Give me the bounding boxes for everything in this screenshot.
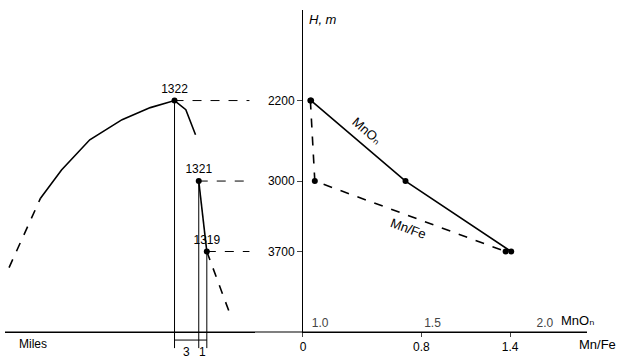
svg-text:1.0: 1.0 — [312, 316, 329, 330]
svg-text:1322: 1322 — [161, 82, 188, 96]
svg-text:3700: 3700 — [268, 245, 295, 259]
svg-text:Miles: Miles — [19, 337, 47, 351]
svg-text:Mn/Fe: Mn/Fe — [388, 215, 428, 242]
svg-text:3000: 3000 — [268, 174, 295, 188]
svg-text:Mn/Fe: Mn/Fe — [579, 337, 616, 352]
svg-text:1.5: 1.5 — [424, 316, 441, 330]
svg-text:3: 3 — [183, 345, 190, 359]
svg-text:H, m: H, m — [309, 12, 337, 27]
svg-text:0: 0 — [300, 340, 307, 354]
svg-text:MnOₙ: MnOₙ — [561, 313, 594, 328]
svg-text:0.8: 0.8 — [413, 340, 430, 354]
svg-text:MnOₙ: MnOₙ — [349, 114, 384, 147]
svg-text:2.0: 2.0 — [537, 316, 554, 330]
svg-text:1.4: 1.4 — [502, 340, 519, 354]
svg-text:1319: 1319 — [193, 233, 220, 247]
svg-text:1321: 1321 — [185, 162, 212, 176]
svg-text:1: 1 — [199, 345, 206, 359]
svg-text:2200: 2200 — [268, 94, 295, 108]
